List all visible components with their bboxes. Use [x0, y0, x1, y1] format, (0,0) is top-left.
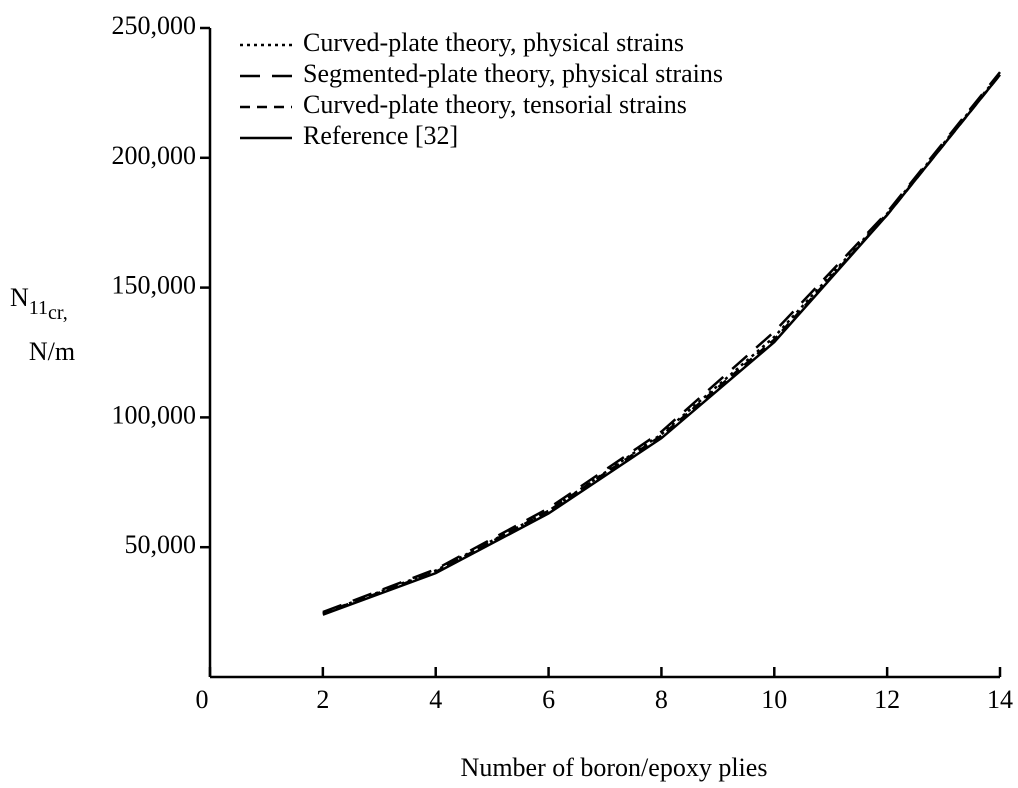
y-tick-label: 250,000 — [112, 11, 197, 40]
legend-label: Curved-plate theory, physical strains — [303, 28, 684, 57]
series-line — [322, 71, 1001, 614]
y-tick-label: 200,000 — [112, 141, 197, 170]
y-axis-label: N11cr, — [10, 283, 68, 324]
y-tick-label: 50,000 — [125, 530, 197, 559]
legend-label: Curved-plate theory, tensorial strains — [303, 90, 687, 119]
y-tick-label: 100,000 — [112, 400, 197, 429]
x-tick-label: 2 — [316, 685, 329, 714]
x-tick-label: 10 — [761, 685, 787, 714]
y-axis-unit: N/m — [29, 337, 75, 366]
y-label-subsub: cr, — [48, 302, 68, 324]
y-label-sub: 11 — [29, 297, 48, 319]
x-tick-label: 4 — [429, 685, 442, 714]
x-tick-label: 0 — [196, 685, 209, 714]
y-tick-label: 150,000 — [112, 271, 197, 300]
x-tick-label: 14 — [987, 685, 1013, 714]
x-axis-label: Number of boron/epoxy plies — [461, 753, 768, 782]
legend-label: Segmented-plate theory, physical strains — [303, 59, 723, 88]
x-tick-label: 6 — [542, 685, 555, 714]
series-line — [322, 72, 1001, 615]
x-tick-label: 8 — [655, 685, 668, 714]
x-tick-label: 12 — [874, 685, 900, 714]
legend-label: Reference [32] — [303, 121, 458, 150]
series-line — [322, 73, 1001, 616]
y-label-main: N — [10, 283, 29, 312]
series-line — [322, 73, 1001, 615]
